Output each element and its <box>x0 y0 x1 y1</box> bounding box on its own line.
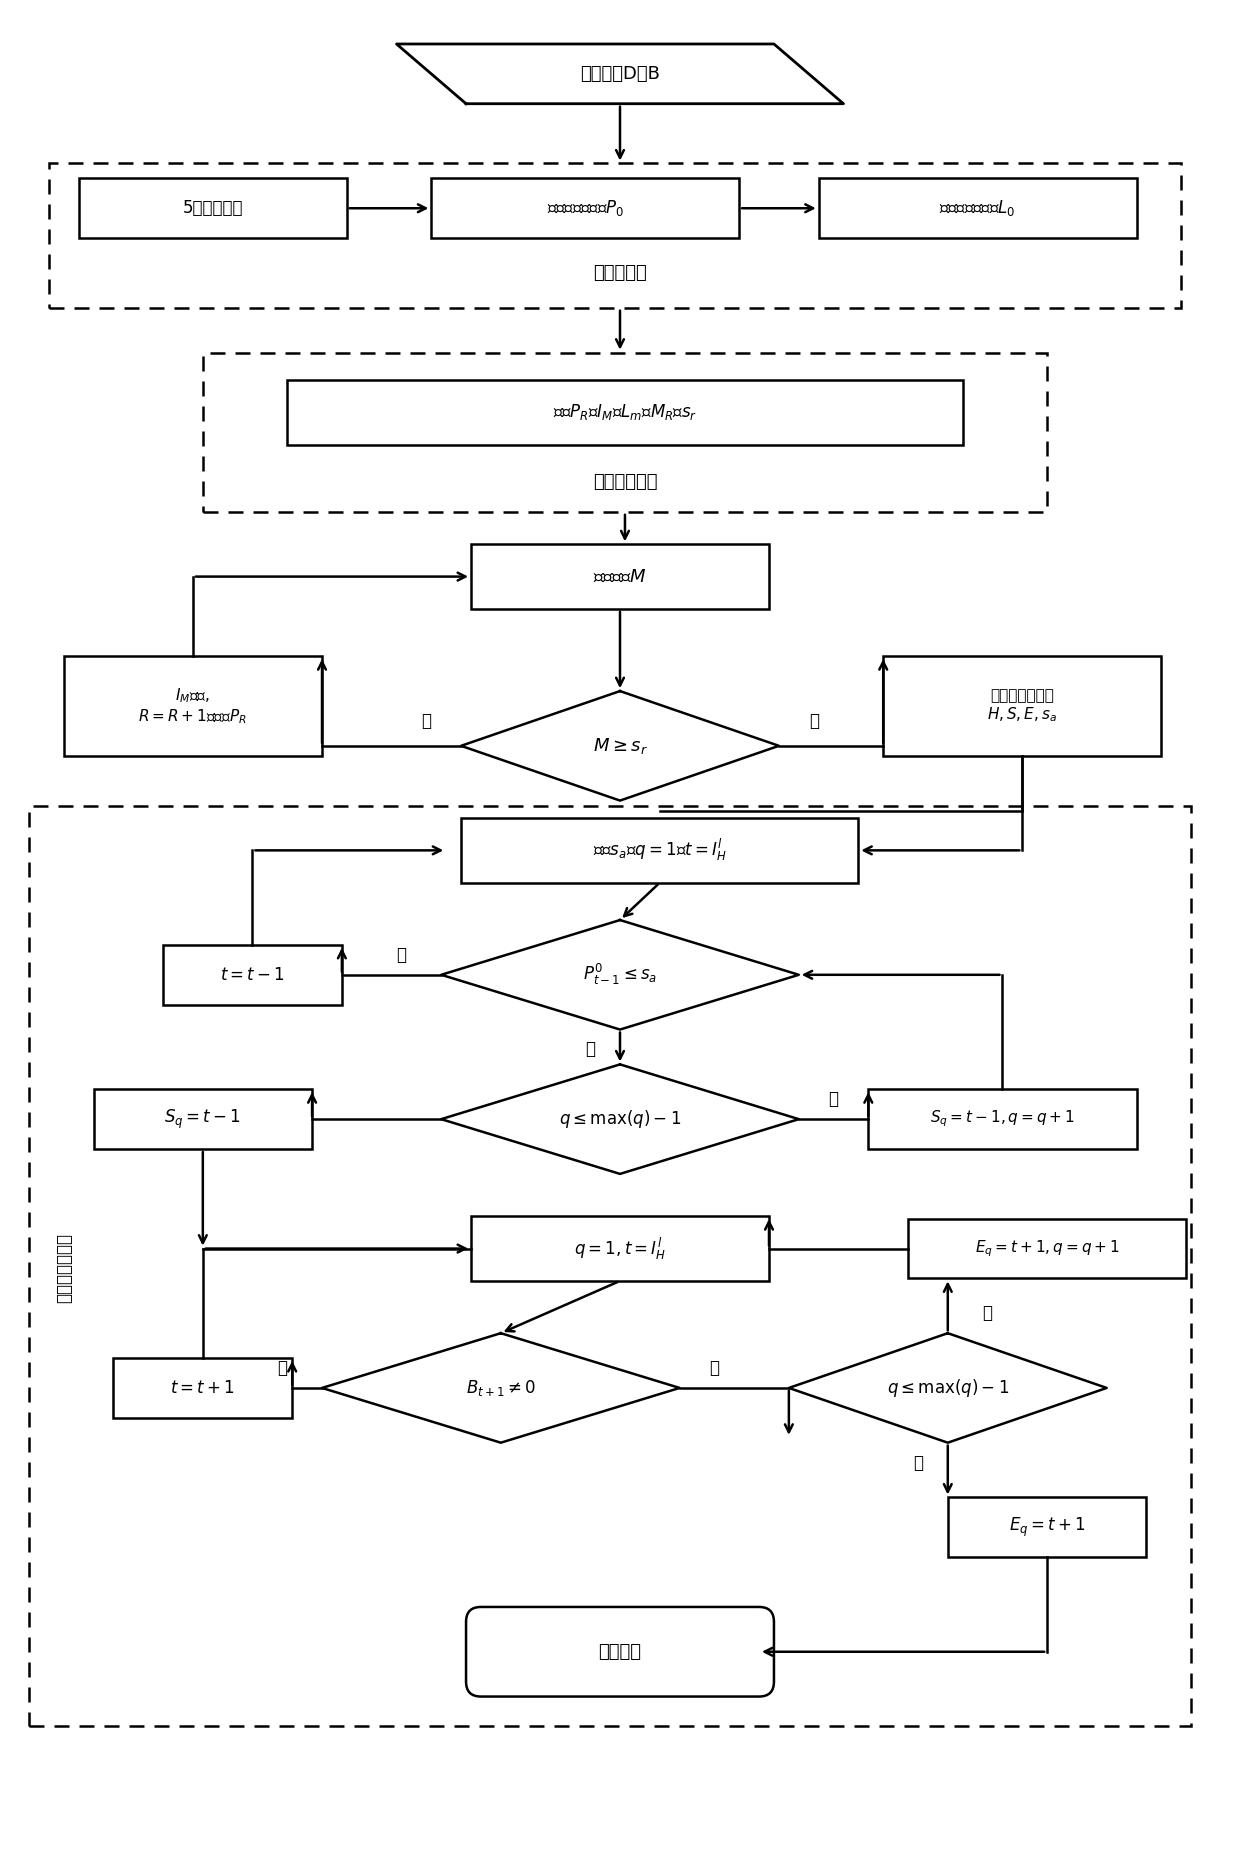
FancyBboxPatch shape <box>93 1090 312 1149</box>
Text: 否: 否 <box>808 712 818 729</box>
Text: $S_q=t-1,q=q+1$: $S_q=t-1,q=q+1$ <box>930 1109 1075 1129</box>
Text: $t=t+1$: $t=t+1$ <box>170 1378 236 1397</box>
Polygon shape <box>322 1334 680 1443</box>
Polygon shape <box>441 921 799 1030</box>
Text: $M\geq s_r$: $M\geq s_r$ <box>593 737 647 755</box>
Text: 采样点位置标记$L_0$: 采样点位置标记$L_0$ <box>940 199 1016 218</box>
FancyBboxPatch shape <box>78 179 347 238</box>
Text: 结果输出: 结果输出 <box>599 1642 641 1661</box>
Text: $S_q=t-1$: $S_q=t-1$ <box>165 1107 242 1131</box>
Text: 定义$P_R$、$I_M$、$L_m$、$M_R$和$s_r$: 定义$P_R$、$I_M$、$L_m$、$M_R$和$s_r$ <box>553 402 697 422</box>
Text: $E_q=t+1,q=q+1$: $E_q=t+1,q=q+1$ <box>975 1239 1120 1259</box>
Text: 初始条件设定: 初始条件设定 <box>593 472 657 491</box>
Text: 否: 否 <box>397 947 407 963</box>
Text: 是: 是 <box>585 1040 595 1058</box>
Text: $q\leq\max(q)-1$: $q\leq\max(q)-1$ <box>559 1109 681 1131</box>
Text: $q\leq\max(q)-1$: $q\leq\max(q)-1$ <box>887 1376 1009 1399</box>
FancyBboxPatch shape <box>288 379 962 445</box>
Text: 定义$s_a$，$q=1$，$t=I_H^l$: 定义$s_a$，$q=1$，$t=I_H^l$ <box>593 837 727 863</box>
FancyBboxPatch shape <box>63 657 322 755</box>
Text: $E_q=t+1$: $E_q=t+1$ <box>1008 1516 1085 1538</box>
Text: 是: 是 <box>709 1360 719 1376</box>
Text: 定义冲突关键点
$H,S,E,s_a$: 定义冲突关键点 $H,S,E,s_a$ <box>987 688 1058 724</box>
Text: 5级小波分解: 5级小波分解 <box>182 199 243 218</box>
Polygon shape <box>789 1334 1107 1443</box>
Text: $t=t-1$: $t=t-1$ <box>219 965 285 984</box>
Text: 待匹配瞳孔直径$P_0$: 待匹配瞳孔直径$P_0$ <box>547 199 624 218</box>
Text: $B_{t+1}\neq 0$: $B_{t+1}\neq 0$ <box>466 1378 536 1399</box>
FancyBboxPatch shape <box>947 1497 1147 1557</box>
FancyBboxPatch shape <box>908 1218 1187 1278</box>
FancyBboxPatch shape <box>432 179 739 238</box>
FancyBboxPatch shape <box>883 657 1162 755</box>
Polygon shape <box>461 692 779 800</box>
FancyBboxPatch shape <box>461 818 858 883</box>
FancyBboxPatch shape <box>164 945 342 1004</box>
Text: 否: 否 <box>278 1360 288 1376</box>
FancyBboxPatch shape <box>471 1216 769 1282</box>
Text: 是: 是 <box>422 712 432 729</box>
Polygon shape <box>397 45 843 104</box>
Polygon shape <box>441 1064 799 1174</box>
FancyBboxPatch shape <box>818 179 1137 238</box>
Text: 是: 是 <box>828 1090 838 1109</box>
Text: 数据初处理: 数据初处理 <box>593 264 647 283</box>
FancyBboxPatch shape <box>868 1090 1137 1149</box>
Text: 是: 是 <box>982 1304 992 1322</box>
Text: $q=1,t=I_H^l$: $q=1,t=I_H^l$ <box>574 1235 666 1261</box>
FancyBboxPatch shape <box>466 1607 774 1696</box>
Text: 寻找冲突关键点: 寻找冲突关键点 <box>55 1233 73 1304</box>
Text: 原始数据D、B: 原始数据D、B <box>580 65 660 84</box>
Text: 遍历法求$M$: 遍历法求$M$ <box>593 567 647 586</box>
FancyBboxPatch shape <box>113 1358 293 1417</box>
Text: $I_M$赋值,
$R=R+1$，生成$P_R$: $I_M$赋值, $R=R+1$，生成$P_R$ <box>139 686 247 725</box>
Text: $P_{t-1}^0\leq s_a$: $P_{t-1}^0\leq s_a$ <box>583 962 657 988</box>
FancyBboxPatch shape <box>471 545 769 608</box>
Text: 是: 是 <box>913 1455 923 1471</box>
